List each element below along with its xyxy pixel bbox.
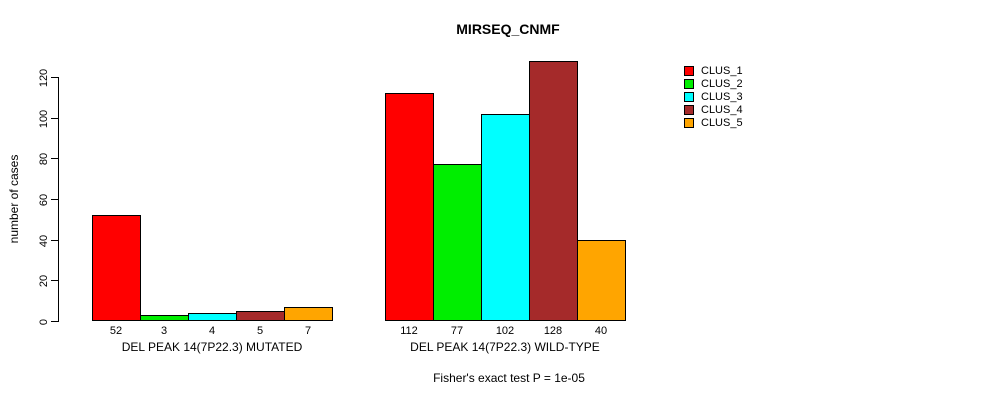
bar-value-label: 40 — [594, 325, 608, 337]
bar-group — [92, 215, 333, 321]
bar-clus_4 — [236, 311, 285, 321]
y-tick-label: 100 — [38, 109, 50, 128]
y-tick-label: 40 — [38, 234, 50, 247]
y-tick-label: 80 — [38, 152, 50, 165]
bar-value-row: 112 77 102 128 40 — [385, 325, 625, 337]
legend-swatch — [684, 104, 694, 115]
legend-item-clus_5: CLUS_5 — [684, 116, 743, 129]
legend-item-clus_1: CLUS_1 — [684, 64, 743, 77]
bar-clus_3 — [481, 114, 530, 321]
y-axis-label: number of cases — [7, 154, 21, 244]
caption-fishers-test: Fisher's exact test P = 1e-05 — [433, 371, 585, 385]
bar-clus_1 — [92, 215, 141, 321]
y-tick-mark — [51, 240, 58, 241]
legend-swatch — [684, 65, 694, 76]
y-tick-mark — [51, 77, 58, 78]
y-tick-label: 20 — [38, 274, 50, 287]
y-tick-mark — [51, 280, 58, 281]
legend-label: CLUS_3 — [701, 90, 743, 103]
legend-swatch — [684, 78, 694, 89]
legend-item-clus_2: CLUS_2 — [684, 77, 743, 90]
bar-value-label: 5 — [256, 325, 264, 337]
legend-label: CLUS_4 — [701, 103, 743, 116]
bar-clus_2 — [140, 315, 189, 321]
bar-clus_4 — [529, 61, 578, 321]
y-tick-mark — [51, 321, 58, 322]
bar-group — [385, 61, 626, 321]
bar-value-label: 7 — [304, 325, 312, 337]
bar-value-label: 4 — [208, 325, 216, 337]
legend-item-clus_3: CLUS_3 — [684, 90, 743, 103]
y-tick-mark — [51, 118, 58, 119]
bar-clus_5 — [577, 240, 626, 321]
bar-clus_5 — [284, 307, 333, 321]
bar-clus_2 — [433, 164, 482, 321]
legend-item-clus_4: CLUS_4 — [684, 103, 743, 116]
bar-clus_1 — [385, 93, 434, 321]
y-tick-mark — [51, 199, 58, 200]
bar-value-label: 112 — [400, 325, 418, 337]
chart-title: MIRSEQ_CNMF — [456, 21, 560, 37]
bar-value-label: 102 — [495, 325, 515, 337]
y-axis-line — [58, 77, 59, 322]
group-label: DEL PEAK 14(7P22.3) MUTATED — [121, 340, 303, 354]
bar-value-label: 52 — [109, 325, 123, 337]
legend: CLUS_1 CLUS_2 CLUS_3 CLUS_4 CLUS_5 — [684, 64, 743, 129]
legend-label: CLUS_2 — [701, 77, 743, 90]
bar-value-label: 128 — [543, 325, 563, 337]
bar-value-label: 3 — [160, 325, 168, 337]
legend-swatch — [684, 91, 694, 102]
y-tick-label: 0 — [38, 318, 50, 325]
legend-label: CLUS_1 — [701, 64, 743, 77]
group-label: DEL PEAK 14(7P22.3) WILD-TYPE — [410, 340, 600, 354]
y-tick-label: 120 — [38, 68, 50, 87]
bar-value-row: 52 3 4 5 7 — [92, 325, 332, 337]
bar-value-label: 77 — [450, 325, 464, 337]
legend-swatch — [684, 117, 694, 128]
y-tick-label: 60 — [38, 193, 50, 206]
bar-clus_3 — [188, 313, 237, 321]
y-tick-mark — [51, 158, 58, 159]
legend-label: CLUS_5 — [701, 116, 743, 129]
